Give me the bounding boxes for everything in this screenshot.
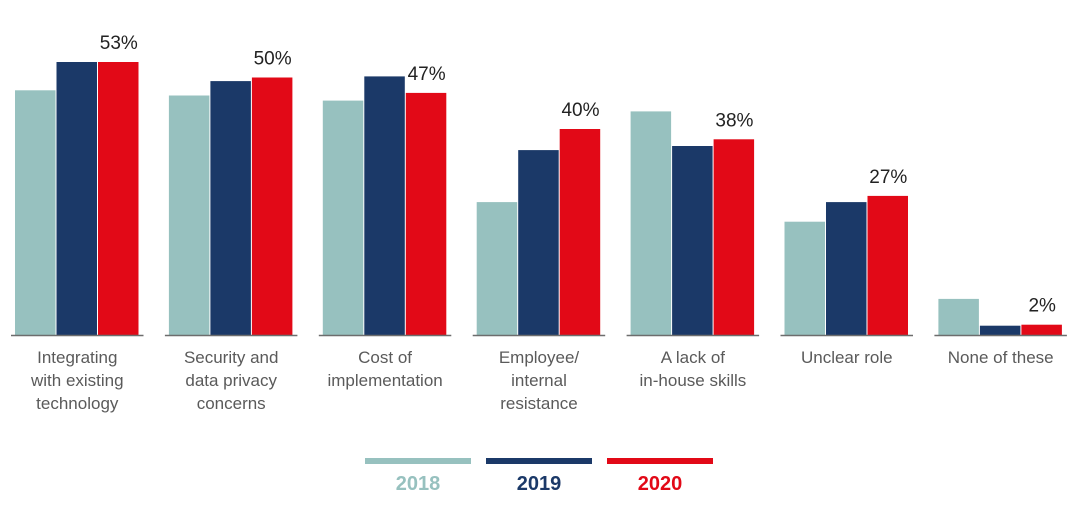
bar-2018-employee-internal-resistance — [476, 202, 518, 335]
bar-2019-integrating-with-existing-technology — [56, 62, 97, 335]
value-label-a-lack-of-in-house-skills: 38% — [715, 110, 753, 131]
bar-2019-security-and-data-privacy-concerns — [210, 81, 251, 335]
bar-2018-integrating-with-existing-technology — [15, 90, 56, 335]
bar-2020-security-and-data-privacy-concerns — [251, 77, 293, 335]
legend-label-2019: 2019 — [517, 473, 562, 495]
category-label-integrating-with-existing-technology: Integrating with existing technology — [30, 348, 124, 413]
bar-2019-unclear-role — [826, 202, 867, 335]
legend-label-2018: 2018 — [396, 473, 441, 495]
bar-2019-employee-internal-resistance — [518, 150, 559, 335]
legend-swatch-2018 — [365, 458, 471, 464]
category-label-none-of-these: None of these — [948, 348, 1054, 367]
category-label-unclear-role: Unclear role — [801, 348, 893, 367]
bar-2019-none-of-these — [979, 325, 1021, 335]
value-labels: 53% 50% 47% 40% 38% 27% 2% — [100, 33, 1056, 317]
legend-swatch-2020 — [607, 458, 713, 464]
value-label-employee-internal-resistance: 40% — [561, 100, 599, 121]
value-label-cost-of-implementation: 47% — [408, 64, 446, 85]
bar-2018-cost-of-implementation — [322, 100, 364, 335]
bars-group — [15, 62, 1062, 336]
bar-2019-a-lack-of-in-house-skills — [672, 146, 713, 335]
legend: 2018 2019 2020 — [365, 458, 713, 495]
bar-2019-cost-of-implementation — [364, 76, 405, 336]
bar-2018-a-lack-of-in-house-skills — [630, 111, 672, 336]
bar-2020-employee-internal-resistance — [559, 129, 601, 335]
bar-2018-security-and-data-privacy-concerns — [168, 95, 210, 335]
legend-swatch-2019 — [486, 458, 592, 464]
category-label-employee-internal-resistance: Employee/internal resistance — [499, 348, 580, 413]
bar-2020-cost-of-implementation — [405, 92, 447, 336]
bar-2018-none-of-these — [938, 298, 979, 335]
bar-2020-a-lack-of-in-house-skills — [713, 139, 755, 335]
bar-2020-unclear-role — [867, 195, 908, 335]
value-label-security-and-data-privacy-concerns: 50% — [254, 49, 292, 70]
bar-2020-none-of-these — [1021, 324, 1062, 335]
category-label-security-and-data-privacy-concerns: Security and data privacy concerns — [184, 348, 279, 413]
bar-2020-integrating-with-existing-technology — [98, 62, 139, 335]
category-label-a-lack-of-in-house-skills: A lack of in-house skills — [640, 348, 747, 390]
legend-label-2020: 2020 — [638, 473, 683, 495]
bar-2018-unclear-role — [784, 221, 825, 335]
value-label-unclear-role: 27% — [869, 167, 907, 188]
value-label-none-of-these: 2% — [1028, 296, 1056, 317]
value-label-integrating-with-existing-technology: 53% — [100, 33, 138, 54]
category-labels: Integrating with existing technology Securi… — [30, 348, 1054, 413]
category-label-cost-of-implementation: Cost of implementation — [327, 348, 442, 390]
